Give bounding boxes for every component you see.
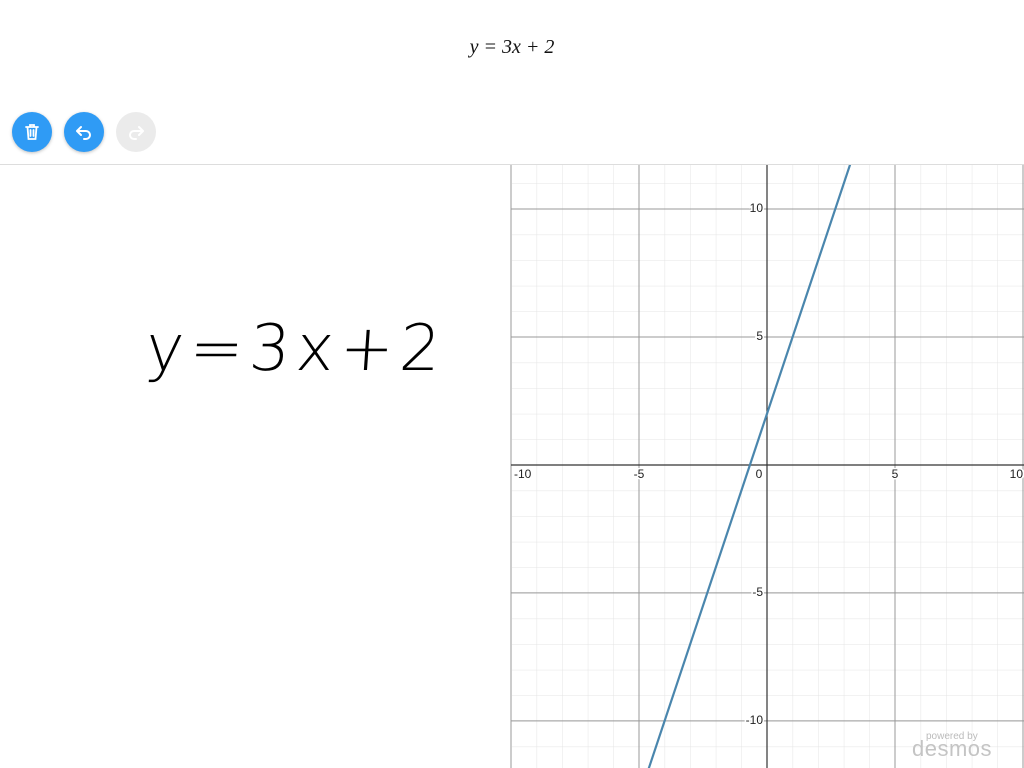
x-tick-label: -10 — [514, 467, 532, 481]
watermark-small: powered by — [926, 731, 978, 742]
watermark-brand: desmos — [912, 736, 993, 761]
divider — [0, 164, 1024, 165]
y-tick-label: -10 — [746, 713, 764, 727]
redo-button[interactable] — [116, 112, 156, 152]
equation-display: y = 3x + 2 — [469, 36, 555, 58]
clear-button[interactable] — [12, 112, 52, 152]
y-tick-label: 10 — [750, 201, 764, 215]
redo-icon — [129, 126, 144, 140]
undo-icon — [76, 126, 91, 140]
graph-line — [647, 165, 852, 768]
trash-icon — [25, 124, 39, 140]
x-tick-label: 0 — [756, 467, 763, 481]
x-tick-label: 5 — [892, 467, 899, 481]
x-tick-label: -5 — [634, 467, 645, 481]
minor-grid — [512, 165, 1024, 768]
x-tick-label: 10 — [1010, 467, 1024, 481]
y-tick-label: -5 — [752, 585, 763, 599]
undo-button[interactable] — [64, 112, 104, 152]
y-tick-label: 5 — [756, 329, 763, 343]
